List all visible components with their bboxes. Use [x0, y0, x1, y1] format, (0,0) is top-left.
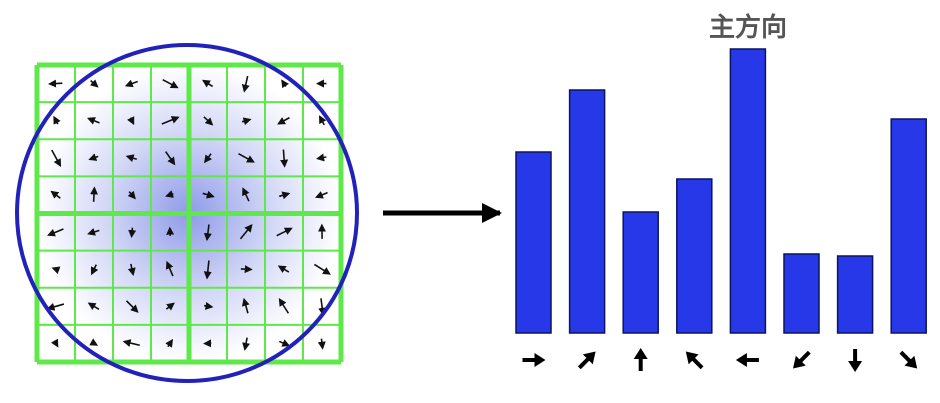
bar: [836, 255, 874, 334]
gradient-arrow: [314, 191, 328, 199]
histogram: 主方向: [515, 12, 927, 372]
gradient-arrow: [51, 149, 62, 168]
direction-icon: [848, 349, 863, 372]
direction-icon: [685, 351, 704, 370]
gradient-arrow: [127, 263, 136, 276]
chart-title: 主方向: [709, 12, 787, 43]
gradient-arrow: [280, 149, 289, 168]
gradient-arrow: [165, 260, 174, 277]
gradient-arrow: [89, 338, 99, 346]
gradient-arrow: [128, 227, 137, 239]
gradient-arrow: [279, 191, 291, 200]
gradient-arrow: [238, 153, 255, 163]
gradient-arrow: [48, 79, 63, 88]
gradient-arrow: [281, 79, 289, 89]
direction-head: [534, 353, 546, 367]
bar: [622, 211, 659, 334]
direction-icon: [522, 353, 546, 367]
direction-head: [735, 353, 747, 367]
direction-shaft: [577, 357, 590, 370]
direction-head: [685, 351, 699, 365]
gradient-arrow: [46, 302, 65, 311]
gradient-arrow: [88, 153, 99, 161]
gradient-arrow: [127, 116, 135, 126]
gradient-arrow: [90, 186, 99, 202]
direction-icon: [577, 351, 596, 370]
gradient-arrow: [278, 298, 290, 314]
gradient-arrow: [241, 117, 252, 126]
bar: [568, 89, 606, 334]
gradient-arrow: [125, 154, 137, 163]
direction-icon: [735, 353, 759, 367]
gradient-arrow: [161, 116, 180, 125]
direction-shaft: [798, 350, 811, 363]
direction-head: [793, 355, 806, 369]
direction-shaft: [899, 350, 912, 363]
gradient-arrow: [314, 263, 331, 275]
gradient-arrow: [50, 190, 61, 199]
direction-head: [904, 355, 918, 369]
gradient-arrow: [124, 79, 138, 88]
gradient-arrow: [317, 338, 326, 350]
gradient-grid: [15, 43, 359, 383]
bar: [515, 151, 552, 334]
gradient-arrow: [127, 190, 136, 200]
gradient-arrow: [241, 297, 250, 314]
gradient-arrow: [122, 339, 140, 347]
bar: [729, 48, 767, 334]
direction-head: [633, 348, 648, 359]
gradient-arrow: [203, 260, 212, 280]
gradient-arrow: [89, 79, 99, 88]
gradient-arrow: [277, 116, 290, 125]
gradient-arrow: [87, 228, 100, 236]
gradient-arrow: [203, 301, 214, 310]
gradient-arrow: [125, 300, 139, 313]
gradient-arrow: [203, 224, 212, 242]
gradient-arrow: [278, 339, 291, 347]
gradient-arrow: [204, 153, 212, 164]
gradient-arrow: [202, 190, 215, 199]
gradient-arrow: [316, 153, 327, 162]
gradient-arrow: [241, 75, 250, 93]
gradient-arrow: [319, 115, 327, 126]
bar: [890, 118, 927, 334]
gradient-arrow: [87, 302, 100, 311]
gradient-arrow: [165, 302, 175, 311]
direction-icon: [633, 348, 648, 371]
gradient-arrow: [164, 151, 176, 166]
gradient-arrow: [239, 223, 253, 240]
gradient-arrow: [276, 227, 293, 237]
bar: [783, 253, 820, 334]
gradient-arrow: [87, 117, 100, 125]
direction-icon: [899, 350, 918, 369]
gradient-arrow: [51, 266, 61, 275]
window-circle: [15, 43, 359, 383]
gradient-arrow: [47, 228, 64, 237]
gradient-arrow: [162, 78, 179, 89]
direction-head: [848, 361, 863, 372]
gradient-arrow: [203, 116, 214, 126]
gradient-arrow: [50, 338, 59, 348]
gradient-arrow: [277, 265, 290, 274]
gradient-arrow: [90, 264, 99, 276]
gradient-arrow: [242, 337, 251, 351]
gradient-arrow: [202, 79, 214, 88]
gradient-arrow: [53, 115, 61, 125]
gradient-arrow: [242, 187, 250, 202]
direction-icon: [793, 350, 811, 369]
gradient-arrow: [165, 190, 174, 198]
direction-shaft: [691, 357, 704, 370]
gradient-arrow: [165, 338, 174, 348]
bar: [676, 178, 713, 334]
direction-head: [582, 351, 596, 365]
